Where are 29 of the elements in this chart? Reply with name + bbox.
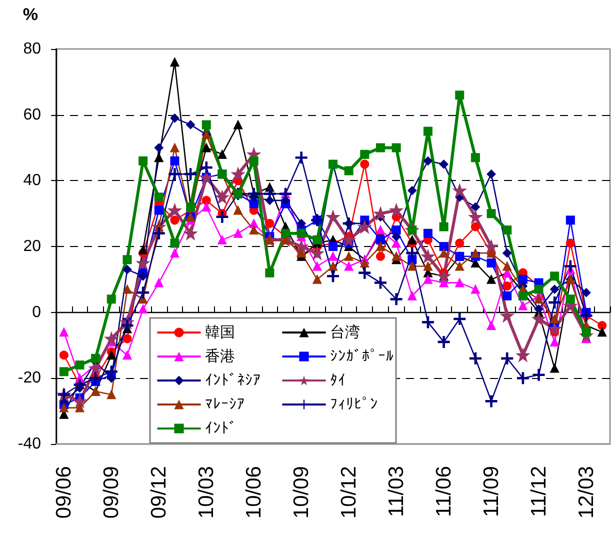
legend-label: ｼﾝｶﾞﾎﾟｰﾙ (330, 348, 394, 365)
legend-label: ﾏﾚｰｼｱ (205, 396, 245, 413)
y-tick-label: 20 (23, 238, 42, 255)
x-tick-label: 10/06 (242, 466, 266, 519)
y-tick-label: -20 (18, 370, 42, 387)
x-tick-label: 10/09 (290, 466, 313, 519)
y-tick-label: 0 (32, 304, 42, 321)
y-tick-label: -40 (18, 436, 42, 452)
x-tick-label: 11/03 (384, 466, 408, 517)
x-tick-label: 10/03 (194, 466, 218, 519)
x-tick-label: 09/06 (52, 466, 76, 519)
legend-label: 台湾 (330, 324, 360, 341)
legend-label: 韓国 (205, 324, 235, 341)
legend-label: 香港 (205, 348, 235, 365)
y-tick-label: 60 (23, 106, 42, 124)
x-tick-label: 09/09 (100, 466, 123, 519)
x-tick-label: 12/03 (574, 466, 598, 519)
x-tick-label: 11/12 (527, 466, 550, 517)
x-tick-label: 09/12 (147, 466, 170, 519)
legend-label: ｲﾝﾄﾞﾈｼｱ (205, 372, 261, 389)
x-tick-label: 10/12 (337, 466, 360, 519)
y-tick-label: 80 (23, 40, 42, 58)
y-tick-label: 40 (23, 172, 42, 190)
legend-label: ｲﾝﾄﾞ (205, 420, 237, 437)
legend-label: ﾌｨﾘﾋﾟﾝ (330, 396, 378, 413)
legend-label: ﾀｲ (330, 372, 346, 389)
y-axis-title: % (22, 5, 38, 24)
x-tick-label: 11/09 (480, 466, 503, 517)
x-tick-label: 11/06 (432, 466, 456, 517)
